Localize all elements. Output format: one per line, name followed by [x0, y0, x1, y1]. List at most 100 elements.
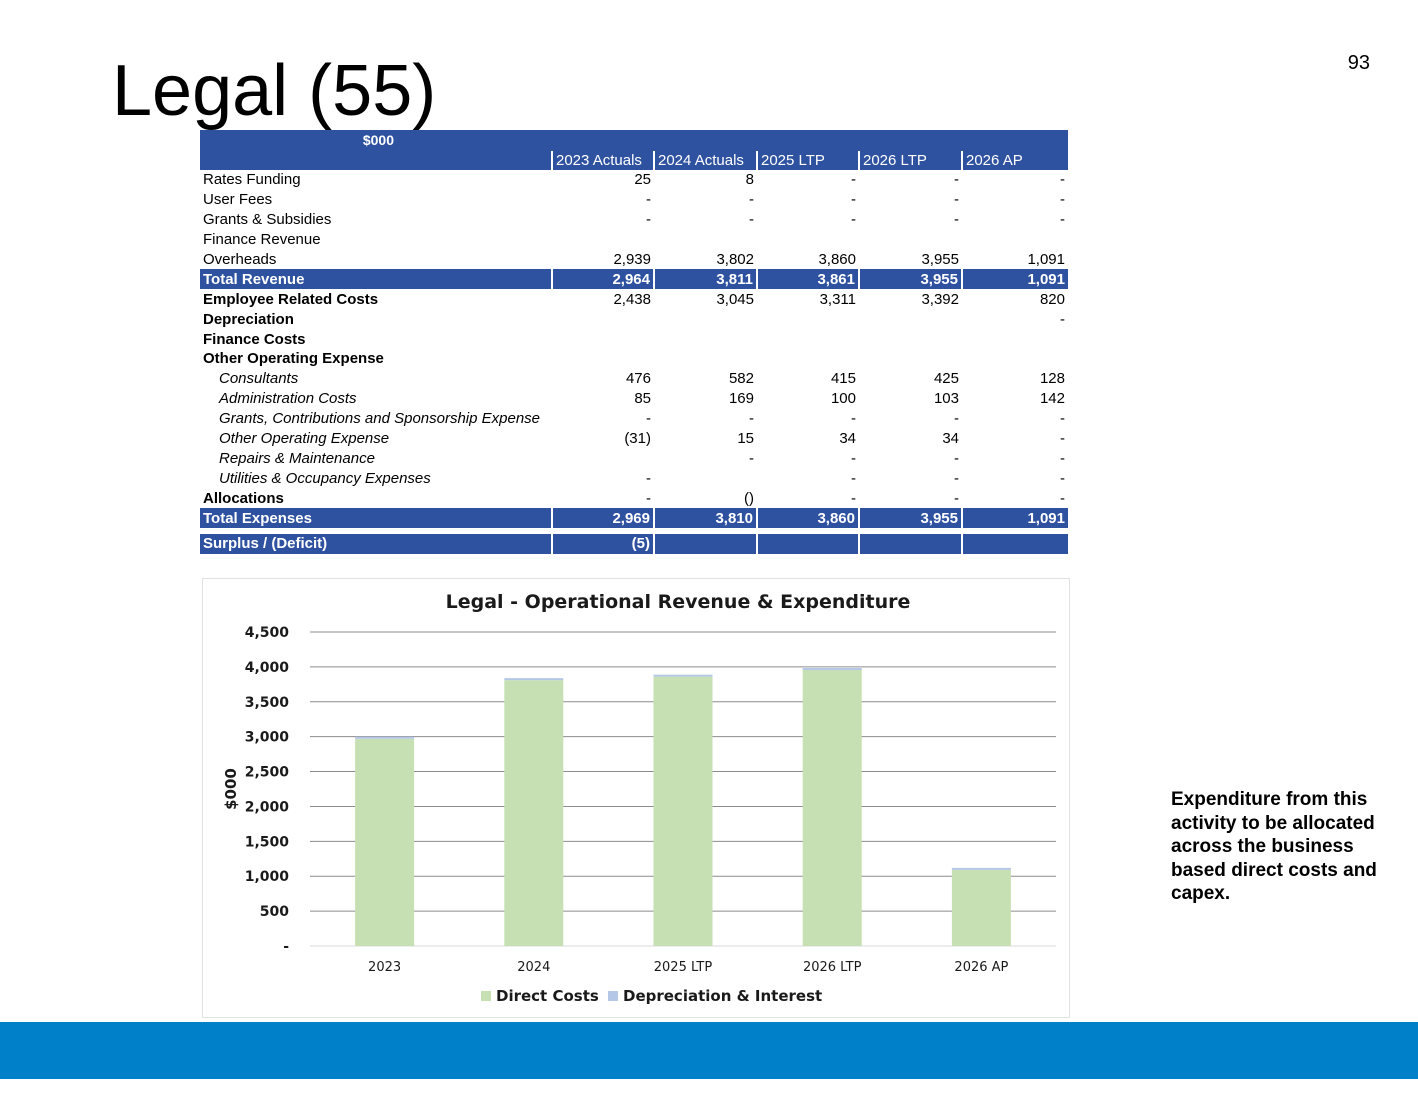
cell-value [859, 329, 962, 349]
cell-value: 169 [728, 390, 754, 408]
cell-value: 2,939 [613, 251, 651, 268]
financial-table-body: $000 2023 Actuals 2024 Actuals 2025 LTP … [200, 130, 1068, 554]
cell-value: - [749, 211, 754, 229]
bar-depreciation-interest [355, 736, 415, 739]
row-label: Finance Revenue [203, 231, 321, 249]
bar-depreciation-interest [951, 867, 1011, 870]
cell-value: 582 [728, 370, 754, 388]
financial-table: $000 2023 Actuals 2024 Actuals 2025 LTP … [200, 130, 1068, 554]
row-label: Surplus / (Deficit) [200, 534, 552, 554]
row-label: Finance Costs [203, 330, 306, 348]
page-title: Legal (55) [112, 51, 437, 131]
cell-value [757, 329, 859, 349]
bar-direct-costs [355, 738, 415, 946]
y-tick-label: 1,500 [245, 834, 290, 850]
cell-value [552, 309, 654, 329]
table-row: Utilities & Occupancy Expenses - - - - [200, 468, 1068, 488]
cell-value: - [1060, 410, 1065, 428]
bar-depreciation-interest [653, 674, 713, 677]
page-number: 93 [1347, 52, 1370, 74]
cell-value: 34 [839, 430, 856, 448]
bar-direct-costs [802, 670, 862, 946]
cell-value: - [749, 191, 754, 209]
table-row: Grants, Contributions and Sponsorship Ex… [200, 409, 1068, 429]
table-row: Total Expenses 2,969 3,810 3,860 3,955 1,091 [200, 508, 1068, 529]
x-tick-label: 2026 LTP [803, 960, 862, 975]
y-tick-label: 500 [260, 904, 289, 920]
cell-value: 415 [830, 370, 856, 388]
cell-value: 3,955 [858, 269, 962, 290]
column-header: 2023 Actuals [551, 151, 654, 170]
bar-depreciation-interest [802, 668, 862, 671]
x-tick-label: 2025 LTP [654, 960, 713, 975]
cell-value: - [1060, 469, 1065, 487]
row-label: Rates Funding [203, 171, 301, 189]
cell-value: - [1060, 430, 1065, 448]
table-row: Consultants 476 582 415 425 128 [200, 369, 1068, 389]
cell-value: - [749, 410, 754, 428]
table-unit-row: $000 [200, 130, 1068, 151]
cell-value [859, 309, 962, 329]
cell-value: - [1060, 211, 1065, 229]
cell-value: 3,955 [858, 508, 962, 529]
cell-value [654, 349, 757, 369]
cell-value: 3,810 [653, 508, 757, 529]
cell-value: 2,964 [551, 269, 654, 290]
cell-value: 15 [737, 430, 754, 448]
legend-label: Direct Costs [496, 987, 599, 1005]
cell-value: - [1060, 449, 1065, 467]
cell-value: (31) [624, 430, 651, 448]
cell-value: - [1060, 171, 1065, 189]
cell-value: 3,045 [716, 290, 754, 308]
bar-depreciation-interest [504, 678, 564, 681]
row-label: User Fees [203, 191, 273, 209]
cell-value: - [646, 410, 651, 428]
cell-value [654, 329, 757, 349]
y-tick-label: 2,500 [245, 765, 290, 781]
legend-label: Depreciation & Interest [623, 987, 822, 1005]
y-tick-label: 4,000 [245, 660, 290, 676]
cell-value: - [851, 410, 856, 428]
y-tick-label: 3,000 [245, 730, 290, 746]
row-label: Grants & Subsidies [203, 211, 332, 229]
cell-value: 1,091 [961, 269, 1068, 290]
cell-value: - [954, 410, 959, 428]
row-label: Employee Related Costs [203, 290, 379, 308]
column-header: 2025 LTP [756, 151, 859, 170]
column-header: 2026 AP [961, 151, 1068, 170]
table-row: Rates Funding 25 8 - - - [200, 170, 1068, 190]
cell-value [654, 309, 757, 329]
row-label: Utilities & Occupancy Expenses [219, 469, 431, 487]
cell-value [756, 534, 859, 554]
cell-value: - [954, 449, 959, 467]
row-label: Other Operating Expense [219, 430, 390, 448]
row-label: Depreciation [203, 310, 294, 328]
table-row: Overheads 2,939 3,802 3,860 3,955 1,091 [200, 250, 1068, 270]
cell-value [757, 349, 859, 369]
cell-value: - [1060, 489, 1065, 507]
cell-value: 103 [933, 390, 959, 408]
cell-value: 3,860 [818, 251, 856, 268]
cell-value: 3,392 [921, 290, 959, 308]
cell-value [962, 329, 1068, 349]
cell-value: 2,969 [551, 508, 654, 529]
row-label: Other Operating Expense [203, 350, 384, 368]
cell-value: - [851, 191, 856, 209]
cell-value: - [1060, 310, 1065, 328]
cell-value: 1,091 [961, 508, 1068, 529]
table-row: Depreciation - [200, 309, 1068, 329]
cell-value: 3,802 [716, 251, 754, 268]
cell-value: - [851, 171, 856, 189]
cell-value [552, 329, 654, 349]
table-row: Surplus / (Deficit) (5) [200, 534, 1068, 554]
cell-value: - [851, 449, 856, 467]
cell-value [654, 230, 757, 250]
cell-value: 820 [1039, 290, 1065, 308]
table-header-row: 2023 Actuals 2024 Actuals 2025 LTP 2026 … [200, 151, 1068, 170]
cell-value [961, 534, 1068, 554]
cell-value: 142 [1039, 390, 1065, 408]
table-row: Total Revenue 2,964 3,811 3,861 3,955 1,091 [200, 269, 1068, 290]
cell-value: - [1060, 191, 1065, 209]
table-row: Repairs & Maintenance - - - - [200, 448, 1068, 468]
cell-value: 8 [745, 171, 754, 189]
